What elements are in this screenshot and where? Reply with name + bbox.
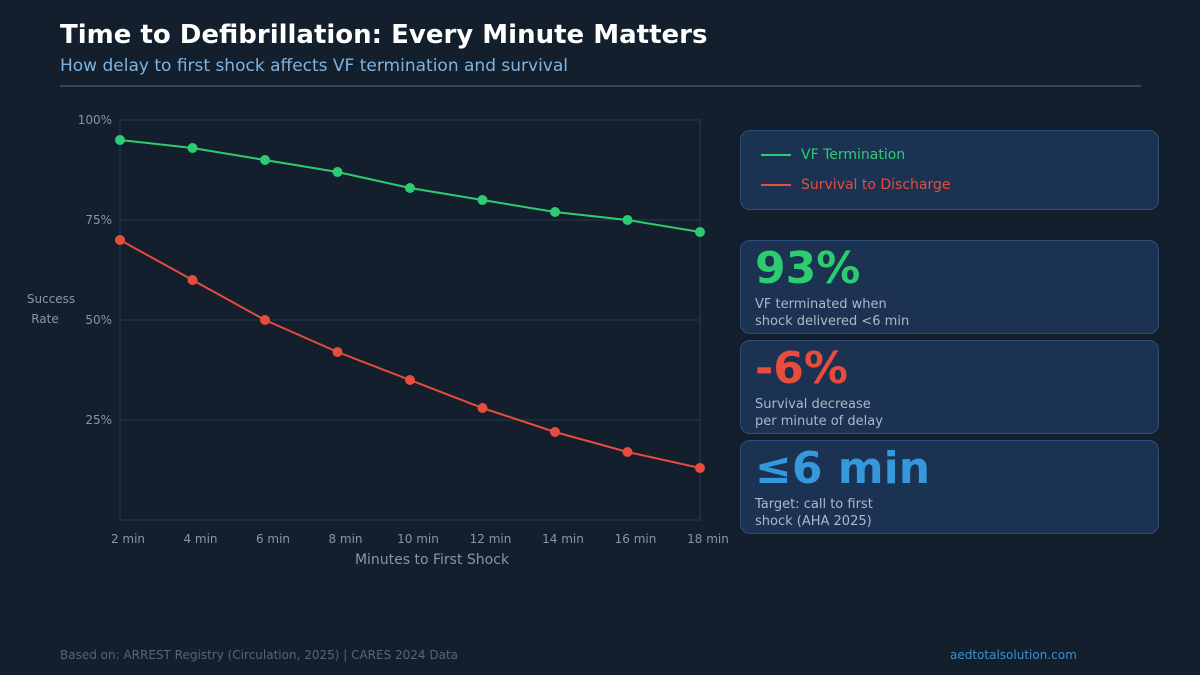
data-point <box>115 135 125 145</box>
stat-value: 93% <box>755 243 861 294</box>
legend-swatch <box>761 154 791 156</box>
y-tick-label: 100% <box>78 113 112 127</box>
legend-label: Survival to Discharge <box>801 177 951 193</box>
y-tick-label: 75% <box>85 213 112 227</box>
legend-item-survival: Survival to Discharge <box>761 177 951 193</box>
stat-card-survival-decrease: -6% Survival decrease per minute of delay <box>740 340 1159 434</box>
stat-value: -6% <box>755 343 848 394</box>
legend-swatch <box>761 184 791 186</box>
site-link[interactable]: aedtotalsolution.com <box>950 648 1077 662</box>
page-subtitle: How delay to first shock affects VF term… <box>60 56 568 76</box>
series-line-1 <box>119 239 701 469</box>
data-point <box>695 463 705 473</box>
stat-card-vf-termination: 93% VF terminated when shock delivered <6… <box>740 240 1159 334</box>
x-tick-label: 10 min <box>397 532 439 546</box>
x-axis-label: Minutes to First Shock <box>355 552 510 568</box>
data-point <box>115 235 125 245</box>
y-tick-label: 25% <box>85 413 112 427</box>
y-axis-label: Success <box>27 292 75 306</box>
data-point <box>332 347 343 357</box>
data-point <box>695 227 705 237</box>
x-tick-label: 4 min <box>183 532 217 546</box>
legend-label: VF Termination <box>801 147 906 163</box>
data-point <box>332 167 343 177</box>
legend-item-vf-termination: VF Termination <box>761 147 905 163</box>
line-chart: 25% 50% 75% 100% 2 min 4 min 6 min 8 min 10 min 1… <box>27 113 729 568</box>
data-point <box>622 215 633 225</box>
stat-line: Target: call to first <box>755 497 873 512</box>
stat-description: VF terminated when shock delivered <6 min <box>755 296 1015 330</box>
stat-line: VF terminated when <box>755 297 887 312</box>
y-axis-label: Rate <box>31 312 59 326</box>
stat-line: shock (AHA 2025) <box>755 514 872 529</box>
stat-description: Target: call to first shock (AHA 2025) <box>755 496 1015 530</box>
data-point <box>405 183 415 193</box>
x-tick-label: 14 min <box>542 532 584 546</box>
stat-line: per minute of delay <box>755 414 883 429</box>
data-point <box>405 375 415 385</box>
divider <box>60 85 1141 87</box>
x-tick-label: 18 min <box>687 532 729 546</box>
source-note: Based on: ARREST Registry (Circulation, … <box>60 648 459 662</box>
x-tick-label: 6 min <box>256 532 290 546</box>
stat-description: Survival decrease per minute of delay <box>755 396 1015 430</box>
data-point <box>550 427 560 437</box>
x-tick-label: 2 min <box>111 532 145 546</box>
data-point <box>187 143 198 153</box>
x-tick-label: 16 min <box>615 532 657 546</box>
data-point <box>477 403 488 413</box>
stat-line: Survival decrease <box>755 397 871 412</box>
data-point <box>260 315 270 325</box>
stat-line: shock delivered <6 min <box>755 314 910 329</box>
data-point <box>477 195 488 205</box>
data-point <box>187 275 198 285</box>
stat-card-target: ≤6 min Target: call to first shock (AHA 2… <box>740 440 1159 534</box>
chart-legend: VF Termination Survival to Discharge <box>740 130 1159 210</box>
stat-value: ≤6 min <box>755 443 931 494</box>
data-point <box>260 155 270 165</box>
data-point <box>622 447 633 457</box>
x-tick-label: 12 min <box>470 532 512 546</box>
y-tick-label: 50% <box>85 313 112 327</box>
page-title: Time to Defibrillation: Every Minute Mat… <box>60 20 708 50</box>
x-tick-label: 8 min <box>328 532 362 546</box>
data-point <box>550 207 560 217</box>
